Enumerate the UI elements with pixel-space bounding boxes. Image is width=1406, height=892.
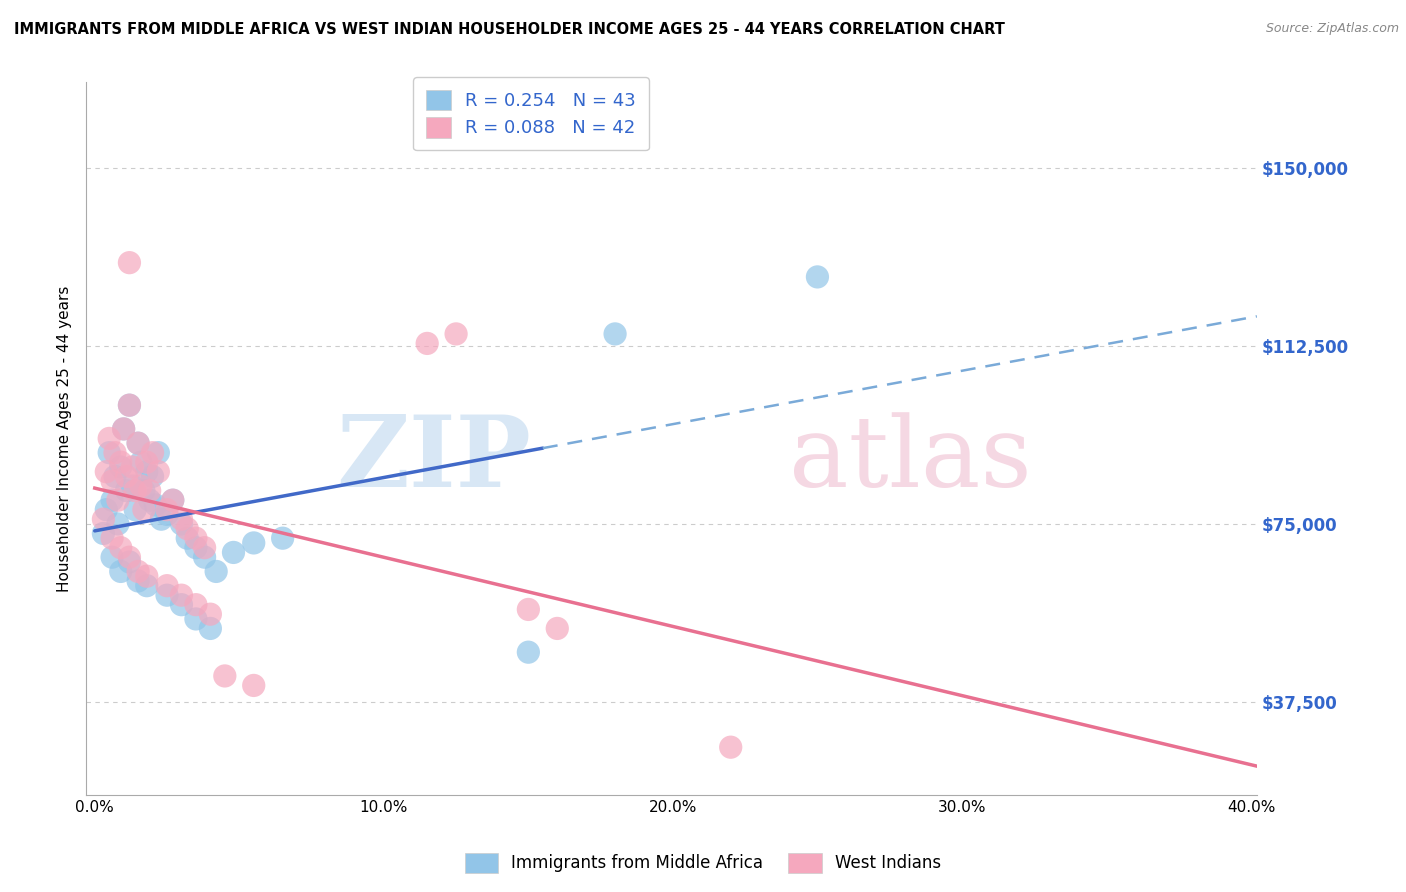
Point bbox=[416, 336, 439, 351]
Legend: Immigrants from Middle Africa, West Indians: Immigrants from Middle Africa, West Indi… bbox=[458, 847, 948, 880]
Point bbox=[142, 445, 165, 459]
Point bbox=[200, 607, 222, 622]
Point bbox=[176, 531, 198, 545]
Point bbox=[129, 455, 152, 469]
Point bbox=[115, 469, 138, 483]
Point bbox=[222, 545, 245, 559]
Point bbox=[170, 588, 193, 602]
Point bbox=[138, 483, 160, 498]
Point bbox=[170, 512, 193, 526]
Point bbox=[242, 536, 264, 550]
Point bbox=[118, 255, 141, 269]
Point bbox=[93, 512, 115, 526]
Point bbox=[132, 483, 155, 498]
Point bbox=[242, 678, 264, 692]
Point bbox=[121, 459, 143, 474]
Point bbox=[121, 479, 143, 493]
Point bbox=[101, 474, 124, 488]
Point bbox=[110, 455, 132, 469]
Point bbox=[546, 622, 568, 636]
Point bbox=[162, 493, 184, 508]
Text: IMMIGRANTS FROM MIDDLE AFRICA VS WEST INDIAN HOUSEHOLDER INCOME AGES 25 - 44 YEA: IMMIGRANTS FROM MIDDLE AFRICA VS WEST IN… bbox=[14, 22, 1005, 37]
Point bbox=[118, 398, 141, 412]
Point bbox=[135, 579, 157, 593]
Point bbox=[156, 508, 179, 522]
Point bbox=[110, 541, 132, 555]
Point bbox=[162, 493, 184, 508]
Point bbox=[517, 645, 540, 659]
Point bbox=[127, 436, 149, 450]
Point bbox=[184, 541, 207, 555]
Text: atlas: atlas bbox=[789, 412, 1031, 508]
Point bbox=[96, 465, 118, 479]
Point bbox=[150, 512, 173, 526]
Point bbox=[603, 326, 626, 341]
Point bbox=[107, 516, 129, 531]
Point bbox=[104, 469, 127, 483]
Point bbox=[444, 326, 467, 341]
Point bbox=[170, 516, 193, 531]
Point bbox=[176, 522, 198, 536]
Point bbox=[107, 493, 129, 508]
Point bbox=[112, 422, 135, 436]
Point bbox=[115, 483, 138, 498]
Point bbox=[124, 502, 146, 516]
Point bbox=[156, 579, 179, 593]
Point bbox=[118, 398, 141, 412]
Point bbox=[145, 498, 167, 512]
Point bbox=[132, 502, 155, 516]
Point bbox=[135, 455, 157, 469]
Point bbox=[110, 459, 132, 474]
Point bbox=[156, 588, 179, 602]
Point bbox=[112, 422, 135, 436]
Point bbox=[101, 493, 124, 508]
Point bbox=[194, 541, 217, 555]
Point bbox=[96, 502, 118, 516]
Text: ZIP: ZIP bbox=[336, 411, 531, 508]
Point bbox=[806, 269, 828, 284]
Point bbox=[98, 445, 121, 459]
Point bbox=[148, 445, 170, 459]
Point bbox=[127, 574, 149, 588]
Legend: R = 0.254   N = 43, R = 0.088   N = 42: R = 0.254 N = 43, R = 0.088 N = 42 bbox=[413, 77, 648, 150]
Point bbox=[124, 483, 146, 498]
Point bbox=[184, 612, 207, 626]
Point bbox=[104, 445, 127, 459]
Point bbox=[720, 740, 742, 755]
Y-axis label: Householder Income Ages 25 - 44 years: Householder Income Ages 25 - 44 years bbox=[58, 285, 72, 591]
Point bbox=[170, 598, 193, 612]
Point bbox=[138, 493, 160, 508]
Point bbox=[93, 526, 115, 541]
Point bbox=[214, 669, 236, 683]
Text: Source: ZipAtlas.com: Source: ZipAtlas.com bbox=[1265, 22, 1399, 36]
Point bbox=[110, 565, 132, 579]
Point bbox=[127, 436, 149, 450]
Point bbox=[517, 602, 540, 616]
Point bbox=[205, 565, 228, 579]
Point bbox=[184, 598, 207, 612]
Point bbox=[194, 550, 217, 565]
Point bbox=[184, 531, 207, 545]
Point bbox=[101, 531, 124, 545]
Point bbox=[101, 550, 124, 565]
Point bbox=[271, 531, 294, 545]
Point bbox=[135, 569, 157, 583]
Point bbox=[118, 550, 141, 565]
Point bbox=[98, 432, 121, 446]
Point bbox=[142, 469, 165, 483]
Point bbox=[200, 622, 222, 636]
Point bbox=[148, 465, 170, 479]
Point bbox=[156, 502, 179, 516]
Point bbox=[127, 565, 149, 579]
Point bbox=[129, 479, 152, 493]
Point bbox=[135, 465, 157, 479]
Point bbox=[118, 555, 141, 569]
